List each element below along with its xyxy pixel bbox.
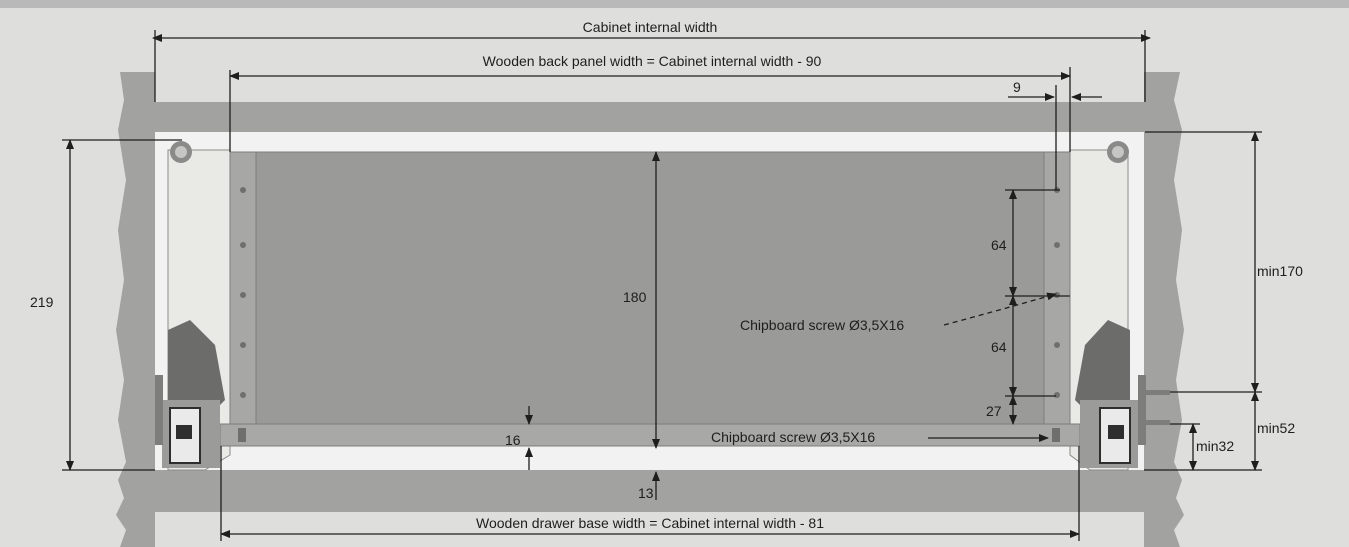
fitting-right-top: [1107, 141, 1129, 163]
label-9: 9: [1013, 79, 1021, 95]
screw-upper-leader: [943, 292, 1057, 326]
label-min170: min170: [1257, 263, 1303, 279]
runner-right: [1075, 320, 1170, 468]
base-screws: [238, 428, 1060, 442]
wooden-back-panel: [229, 151, 1071, 425]
label-min52: min52: [1257, 420, 1295, 436]
runner-left: [155, 320, 225, 468]
fitting-left-top: [170, 141, 192, 163]
top-border: [0, 0, 1349, 8]
label-base-width: Wooden drawer base width = Cabinet inter…: [476, 515, 824, 531]
flange-holes: [240, 187, 1060, 398]
cabinet-left-side: [116, 72, 155, 547]
cabinet-top: [155, 102, 1144, 132]
label-screw-upper: Chipboard screw Ø3,5X16: [740, 317, 904, 333]
label-16: 16: [505, 432, 521, 448]
label-219: 219: [30, 294, 54, 310]
label-180: 180: [623, 289, 647, 305]
cabinet-right-side: [1144, 72, 1184, 547]
label-screw-lower: Chipboard screw Ø3,5X16: [711, 429, 875, 445]
cabinet-bottom: [155, 470, 1144, 512]
label-64b: 64: [991, 339, 1007, 355]
back-panel-flange-left: [229, 151, 257, 425]
label-13: 13: [638, 485, 654, 501]
label-27: 27: [986, 403, 1002, 419]
label-back-panel-width: Wooden back panel width = Cabinet intern…: [483, 53, 822, 69]
back-panel-flange-right: [1043, 151, 1071, 425]
drawer-base: [219, 423, 1081, 447]
label-min32: min32: [1196, 438, 1234, 454]
label-cabinet-width: Cabinet internal width: [583, 19, 718, 35]
label-64a: 64: [991, 237, 1007, 253]
